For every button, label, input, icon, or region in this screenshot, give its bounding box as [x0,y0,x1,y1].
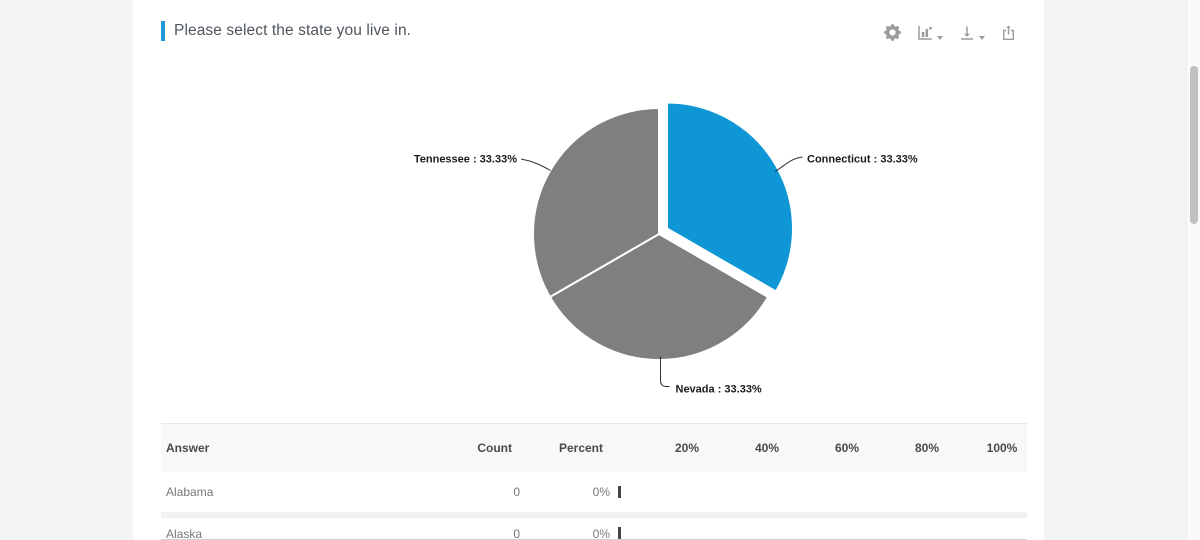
scrollbar-track[interactable] [1186,0,1200,540]
scrollbar-thumb[interactable] [1190,66,1198,224]
count-cell: 0 [513,485,520,499]
chevron-down-icon [937,35,943,40]
zero-bar [618,486,621,498]
col-percent: Percent [558,441,603,455]
table-header: Answer Count Percent 20% 40% 60% 80% 100… [161,423,1027,472]
chevron-down-icon [979,35,985,40]
col-80: 80% [914,441,940,455]
percent-cell: 0% [592,527,610,540]
chart-type-control[interactable] [917,25,943,41]
col-40: 40% [754,441,780,455]
percent-cell: 0% [592,485,610,499]
pie-chart: Tennessee : 33.33% Connecticut : 33.33% … [414,101,918,396]
download-control[interactable] [959,25,985,41]
pie-label-connecticut: Connecticut : 33.33% [807,154,918,166]
pie-slice-nevada[interactable] [548,233,770,361]
question-title: Please select the state you live in. [174,22,412,39]
label-connector-connecticut [774,156,803,172]
pie-label-nevada: Nevada : 33.33% [676,384,762,396]
table-row: Alabama 0 0% [161,472,1027,512]
answer-table: Answer Count Percent 20% 40% 60% 80% 100… [161,423,1027,540]
settings-icon[interactable] [884,24,901,41]
answer-cell: Alaska [166,527,203,540]
download-icon [961,26,973,40]
col-100: 100% [986,441,1018,455]
pie-label-tennessee: Tennessee : 33.33% [414,154,517,166]
row-separator [161,512,1027,518]
report-card: Please select the state you live in. [133,0,1044,540]
label-connector-tennessee [520,158,551,171]
zero-bar [618,527,621,539]
col-answer: Answer [166,441,210,455]
share-icon[interactable] [1001,24,1016,41]
pie-slice-connecticut[interactable] [666,101,794,293]
col-20: 20% [674,441,700,455]
answer-cell: Alabama [166,485,214,499]
chart-type-icon [918,25,932,40]
count-cell: 0 [513,527,520,540]
col-count: Count [477,441,512,455]
label-connector-nevada [660,356,670,387]
col-60: 60% [834,441,860,455]
accent-bar [161,21,165,41]
table-row: Alaska 0 0% [161,518,1027,540]
question-header: Please select the state you live in. [161,21,411,41]
chart-toolbar [884,24,1016,41]
pie-slice-tennessee[interactable] [532,107,660,298]
